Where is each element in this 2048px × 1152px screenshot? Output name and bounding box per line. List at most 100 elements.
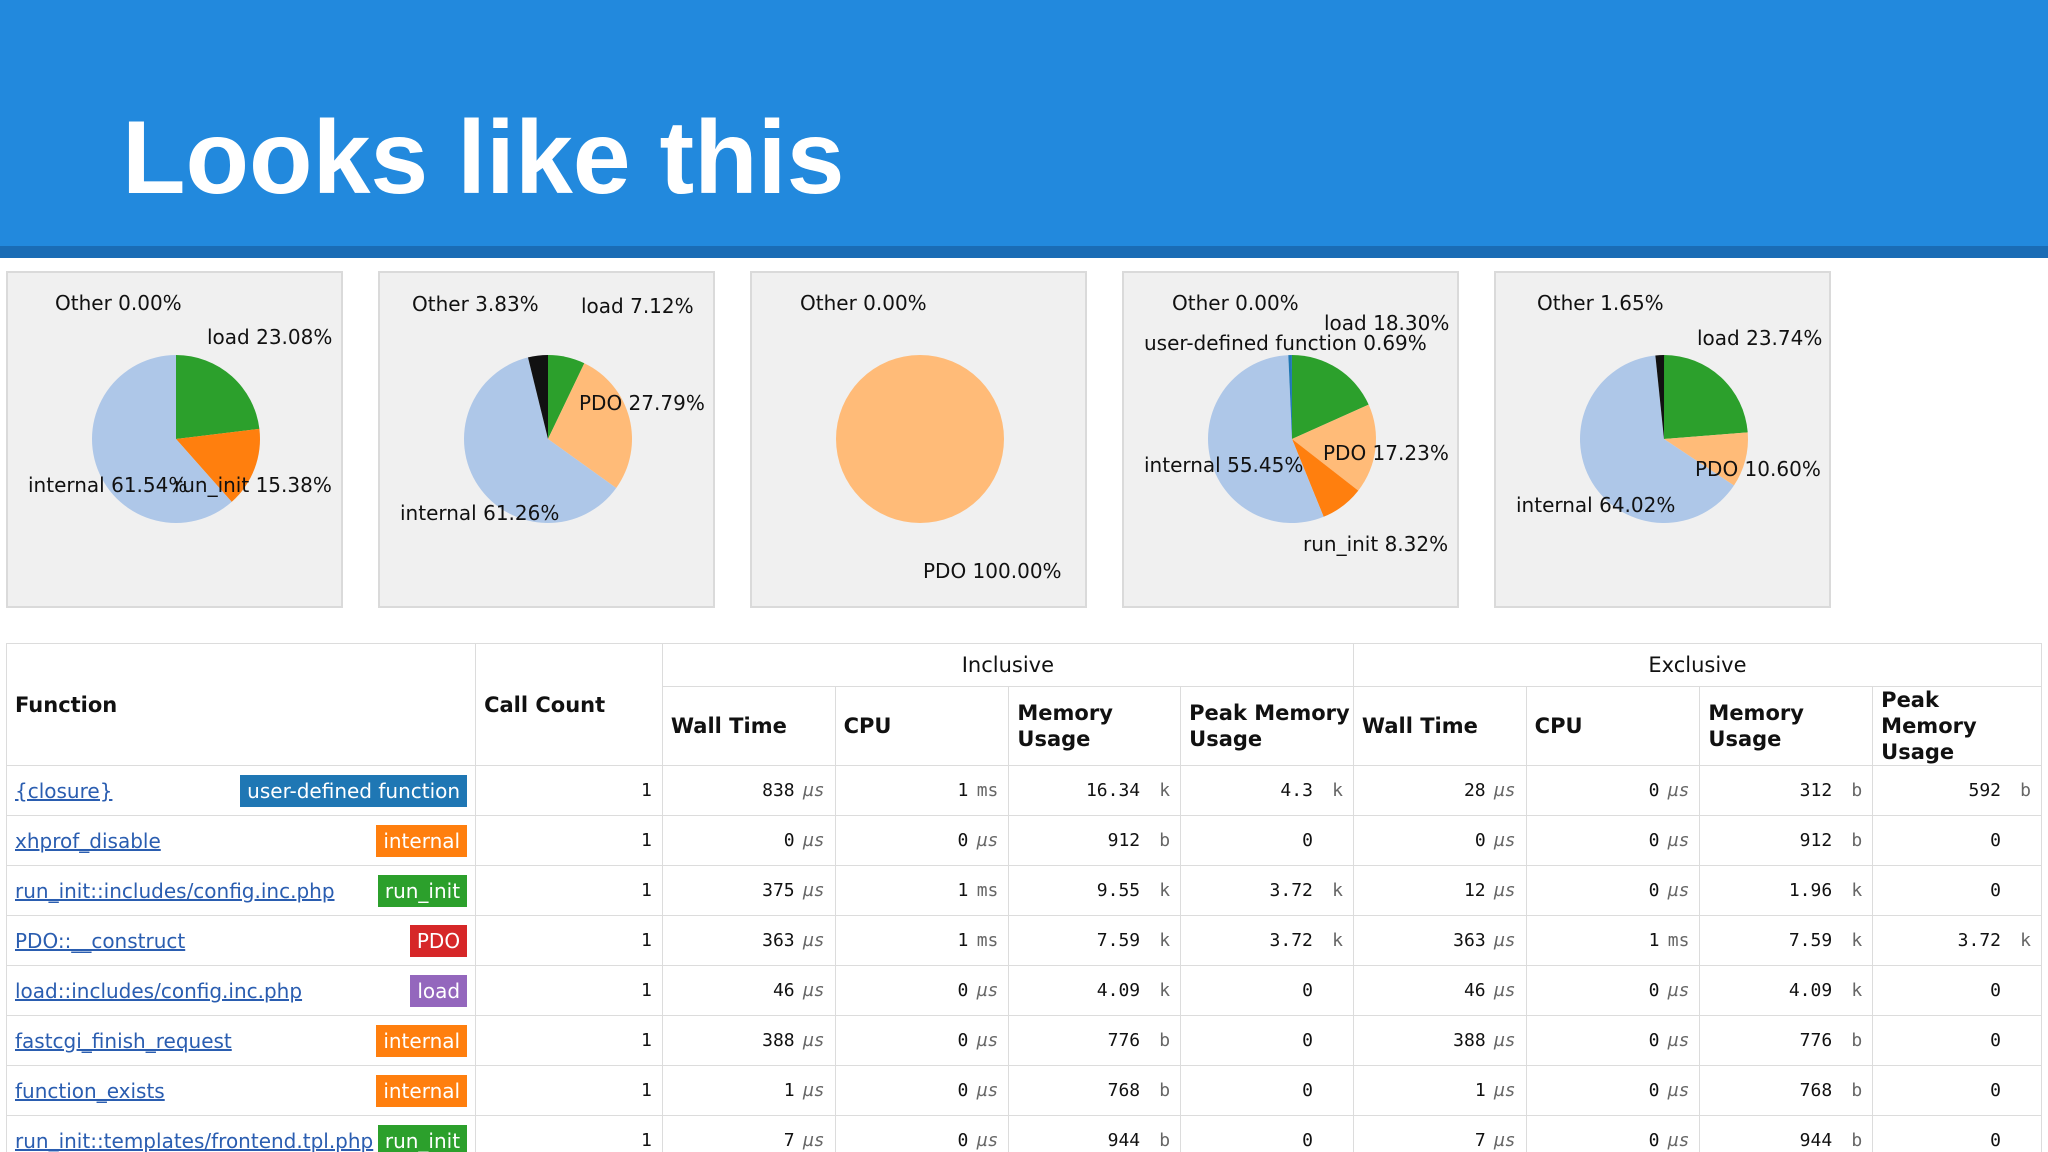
pie-label-user-defined: user-defined function 0.69% [1144,331,1427,355]
value: 0 [957,980,969,1001]
inclusive-cpu-cell: 0 µs [834,815,1010,866]
value: 388 [762,1030,795,1051]
function-link[interactable]: {closure} [15,778,113,803]
function-link[interactable]: run_init::includes/config.inc.php [15,878,335,903]
function-link[interactable]: PDO::__construct [15,928,186,953]
unit: µs [1493,980,1516,1001]
value: 0 [783,830,795,851]
inclusive-peak-memory-cell: 4.3 k [1180,765,1354,816]
unit: µs [802,880,825,901]
unit: µs [1667,1080,1690,1101]
value: 776 [1107,1030,1141,1051]
value: 4.3 [1280,780,1313,801]
exclusive-peak-memory-header[interactable]: Peak Memory Usage [1872,686,2042,766]
pie-slice-other [527,355,548,439]
function-link[interactable]: xhprof_disable [15,828,161,853]
unit: ms [976,880,999,901]
exclusive-peak-memory-cell: 0 [1872,1065,2042,1116]
inclusive-wall-time-header[interactable]: Wall Time [661,686,836,766]
pie-chart [1580,355,1748,523]
inclusive-group-header: Inclusive [661,643,1354,687]
value: 7.59 [1788,930,1833,951]
pie-chart-panel: Other 3.83% load 7.12% PDO 27.79% intern… [378,271,715,608]
function-cell: {closure} user-defined function [6,765,477,816]
unit: µs [802,1080,825,1101]
value: 768 [1799,1080,1833,1101]
function-column-header[interactable]: Function [6,643,477,766]
call-count-cell: 1 [475,915,663,966]
exclusive-wall-time-cell: 12 µs [1352,865,1527,916]
value: 7 [783,1130,795,1151]
value: 768 [1107,1080,1141,1101]
value: 0 [1302,980,1313,1001]
value: 0 [957,1030,969,1051]
call-count-column-header[interactable]: Call Count [475,643,663,766]
value: 1 [957,880,969,901]
table-row: load::includes/config.inc.php load 1 46 µs 0 µ… [6,965,2042,1016]
inclusive-wall-time-cell: 1 µs [661,1065,836,1116]
exclusive-group-header: Exclusive [1352,643,2042,687]
function-link[interactable]: fastcgi_finish_request [15,1028,232,1053]
pie-chart [1208,355,1376,523]
category-badge: run_init [377,875,468,907]
table-row: xhprof_disable internal 1 0 µs 0 µs 912 b 0 0 µs 0 µs… [6,815,2042,866]
call-count-cell: 1 [475,965,663,1016]
pie-chart [836,355,1004,523]
inclusive-memory-usage-header[interactable]: Memory Usage [1008,686,1182,766]
inclusive-cpu-header[interactable]: CPU [834,686,1010,766]
exclusive-memory-usage-header[interactable]: Memory Usage [1699,686,1874,766]
category-badge: load [410,975,468,1007]
inclusive-peak-memory-cell: 3.72 k [1180,915,1354,966]
inclusive-cpu-cell: 1 ms [834,765,1010,816]
unit: b [1851,1130,1863,1151]
unit: b [1159,1030,1171,1051]
pie-slice-internal [1208,355,1324,523]
value: 16.34 [1085,780,1141,801]
unit: µs [1493,830,1516,851]
pie-label-internal: internal 61.26% [400,501,560,525]
value: 46 [772,980,795,1001]
exclusive-peak-memory-cell: 0 [1872,1015,2042,1066]
function-link[interactable]: run_init::templates/frontend.tpl.php [15,1128,374,1152]
function-link[interactable]: load::includes/config.inc.php [15,978,303,1003]
pie-label-load: load 7.12% [581,294,694,318]
pie-label-other: Other 1.65% [1537,291,1664,315]
unit: k [1332,930,1343,951]
exclusive-cpu-cell: 0 µs [1525,765,1701,816]
inclusive-wall-time-cell: 363 µs [661,915,836,966]
pie-label-pdo: PDO 17.23% [1323,441,1449,465]
unit: µs [976,980,999,1001]
unit: ms [976,780,999,801]
value: 0 [1302,1130,1313,1151]
call-count-cell: 1 [475,1015,663,1066]
exclusive-wall-time-header[interactable]: Wall Time [1352,686,1527,766]
pie-slice-internal [91,355,232,523]
function-cell: run_init::includes/config.inc.php run_ini… [6,865,477,916]
pie-label-load: load 18.30% [1324,311,1450,335]
pie-slice-run-init [1292,439,1359,517]
unit: µs [1493,880,1516,901]
unit: b [1159,1130,1171,1151]
function-link[interactable]: function_exists [15,1078,165,1103]
value: 838 [762,780,795,801]
exclusive-cpu-header[interactable]: CPU [1525,686,1701,766]
unit: µs [1667,830,1690,851]
inclusive-memory-cell: 7.59 k [1008,915,1182,966]
pie-slice-load [548,355,585,439]
pie-chart [464,355,633,523]
value: 0 [957,830,969,851]
value: 1 [1648,930,1660,951]
inclusive-peak-memory-header[interactable]: Peak Memory Usage [1180,686,1354,766]
value: 0 [957,1130,969,1151]
inclusive-cpu-cell: 0 µs [834,1065,1010,1116]
pie-label-internal: internal 55.45% [1144,453,1304,477]
value: 0 [1474,830,1486,851]
inclusive-cpu-cell: 0 µs [834,1015,1010,1066]
value: 1.96 [1788,880,1833,901]
category-badge: internal [376,1025,468,1057]
exclusive-wall-time-cell: 388 µs [1352,1015,1527,1066]
exclusive-peak-memory-cell: 592 b [1872,765,2042,816]
value: 592 [1968,780,2001,801]
exclusive-cpu-cell: 0 µs [1525,865,1701,916]
inclusive-cpu-cell: 1 ms [834,865,1010,916]
